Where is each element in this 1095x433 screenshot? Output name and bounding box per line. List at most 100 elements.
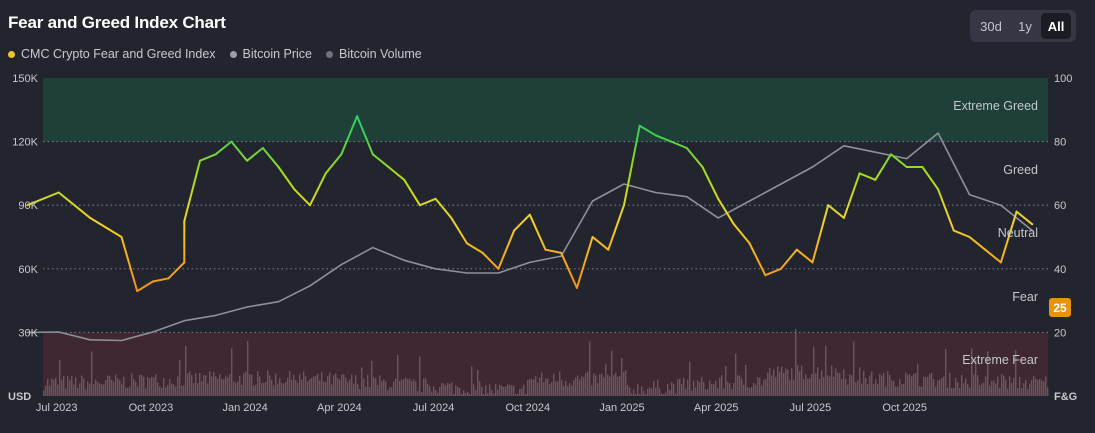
- volume-bar: [795, 328, 797, 396]
- legend-item-btc-volume[interactable]: Bitcoin Volume: [326, 47, 422, 61]
- volume-bar: [307, 381, 309, 396]
- page-title: Fear and Greed Index Chart: [8, 13, 226, 32]
- volume-bar: [427, 383, 429, 396]
- volume-bar: [889, 374, 891, 396]
- volume-bar: [893, 380, 895, 396]
- volume-bar: [645, 394, 647, 396]
- volume-bar: [617, 376, 619, 396]
- volume-bar: [471, 366, 473, 396]
- btc-price-point: [811, 166, 814, 168]
- volume-bar: [149, 378, 151, 396]
- volume-bar: [931, 372, 933, 396]
- volume-bar: [661, 393, 663, 396]
- volume-bar: [139, 374, 141, 396]
- volume-bar: [221, 378, 223, 396]
- volume-bar: [265, 382, 267, 396]
- volume-bar: [927, 376, 929, 396]
- volume-bar: [825, 345, 827, 396]
- volume-bar: [541, 372, 543, 396]
- range-30d-button[interactable]: 30d: [980, 18, 1002, 34]
- volume-bar: [495, 383, 497, 396]
- volume-bar: [777, 366, 779, 396]
- legend-item-fg-index[interactable]: CMC Crypto Fear and Greed Index: [8, 47, 216, 61]
- volume-bar: [527, 379, 529, 396]
- volume-bar: [549, 384, 551, 396]
- volume-bar: [113, 381, 115, 396]
- volume-bar: [1007, 388, 1009, 396]
- fg-index-point: [905, 166, 908, 169]
- volume-bar: [87, 381, 89, 396]
- btc-price-point: [89, 339, 91, 341]
- btc-price-series: [26, 132, 1034, 342]
- volume-bar: [437, 392, 439, 396]
- volume-bar: [707, 389, 709, 396]
- btc-price-point: [277, 300, 280, 303]
- volume-bar: [77, 387, 79, 396]
- fg-index-point: [465, 242, 468, 245]
- volume-bar: [755, 384, 757, 396]
- right-tick-label: 80: [1054, 137, 1066, 149]
- volume-bar: [305, 376, 307, 396]
- range-all-button[interactable]: All: [1041, 13, 1071, 39]
- volume-bar: [1027, 389, 1029, 396]
- volume-bar: [399, 380, 401, 396]
- x-tick-label: Jan 2024: [223, 402, 268, 414]
- range-1y-button[interactable]: 1y: [1018, 18, 1032, 34]
- fg-index-line: [26, 115, 1033, 293]
- volume-bar: [91, 351, 93, 396]
- volume-bar: [891, 380, 893, 396]
- btc-price-point: [246, 306, 248, 308]
- btc-price-point: [403, 259, 405, 262]
- volume-bar: [443, 383, 445, 396]
- volume-bar: [811, 373, 813, 396]
- x-axis-labels: Jul 2023 Oct 2023 Jan 2024 Apr 2024 Jul 2024…: [36, 402, 927, 414]
- volume-bar: [317, 373, 319, 396]
- volume-bar: [353, 383, 355, 396]
- volume-bar: [333, 375, 335, 396]
- volume-bar: [217, 378, 219, 396]
- volume-bar: [1035, 378, 1037, 396]
- volume-bar: [573, 380, 575, 396]
- volume-bar: [829, 376, 831, 396]
- volume-bar: [937, 380, 939, 396]
- legend-item-btc-price[interactable]: Bitcoin Price: [229, 47, 312, 61]
- volume-bar: [467, 391, 469, 396]
- volume-bar: [457, 386, 459, 396]
- volume-bar: [555, 381, 557, 396]
- volume-bar: [545, 378, 547, 396]
- volume-bar: [143, 376, 145, 396]
- volume-bar: [547, 378, 549, 396]
- volume-bar: [963, 383, 965, 396]
- volume-bar: [401, 379, 403, 396]
- right-tick-label: 20: [1054, 327, 1066, 339]
- volume-bar: [417, 390, 419, 396]
- fg-index-point: [748, 242, 751, 245]
- volume-bar: [119, 380, 121, 396]
- volume-bar: [575, 377, 577, 396]
- volume-bar: [881, 375, 883, 396]
- btc-price-point: [654, 191, 657, 194]
- volume-bar: [897, 386, 899, 396]
- volume-bar: [609, 376, 611, 396]
- range-selector: 30d 1y All: [970, 10, 1076, 42]
- volume-bar: [995, 383, 997, 396]
- volume-bar: [47, 379, 49, 396]
- volume-bar: [817, 366, 819, 396]
- volume-bar: [227, 377, 229, 396]
- volume-bar: [907, 374, 909, 396]
- volume-bar: [185, 345, 187, 396]
- fg-index-point: [450, 216, 453, 219]
- volume-bar: [67, 375, 69, 396]
- volume-bar: [1025, 380, 1027, 396]
- volume-bar: [677, 379, 679, 396]
- volume-bar: [577, 375, 579, 396]
- volume-bar: [275, 373, 277, 396]
- volume-bar: [157, 382, 159, 396]
- volume-bar: [101, 384, 103, 396]
- volume-bar: [723, 388, 725, 396]
- volume-bar: [981, 383, 983, 396]
- right-tick-label: 40: [1054, 264, 1066, 276]
- volume-bar: [201, 381, 203, 396]
- volume-bar: [819, 378, 821, 396]
